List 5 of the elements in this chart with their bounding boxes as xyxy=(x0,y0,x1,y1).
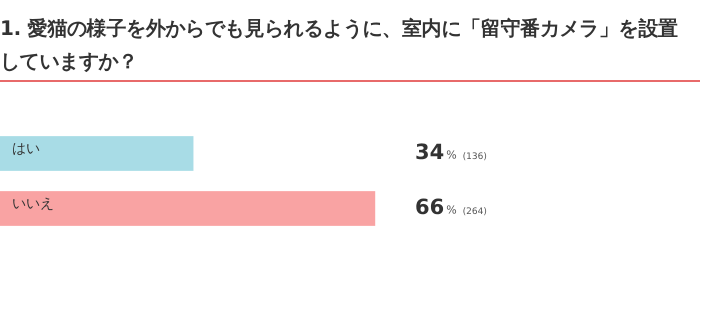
data-label: 34% (136) xyxy=(415,140,487,164)
y-tick-label: いいえ xyxy=(12,196,54,212)
chart-title: 1. 愛猫の様子を外からでも見られるように、室内に「留守番カメラ」を設置していますか？ xyxy=(0,15,679,75)
data-label: 66% (264) xyxy=(415,194,487,219)
y-tick-label: はい xyxy=(12,141,40,158)
